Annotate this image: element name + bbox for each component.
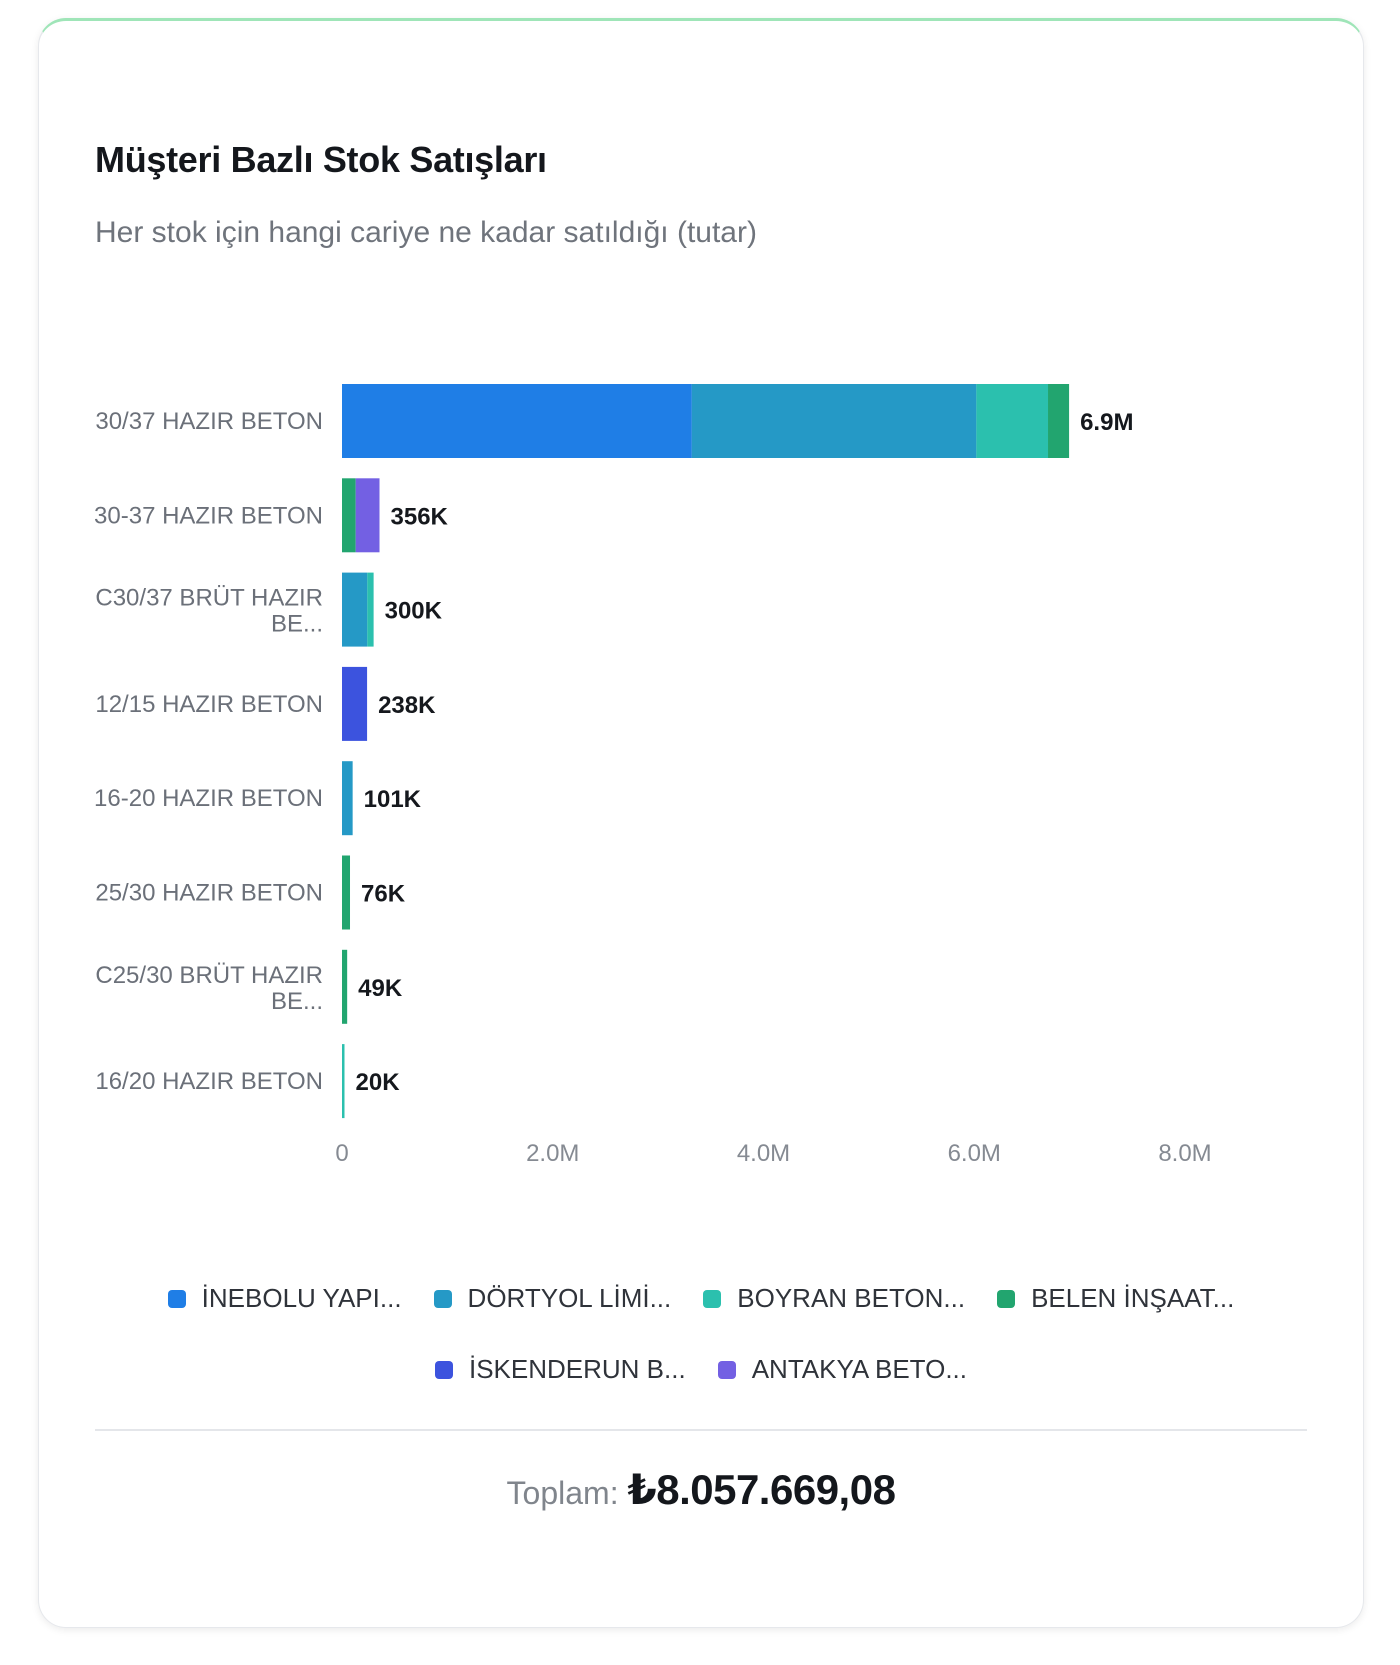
bar-total-label: 300K [385,598,443,625]
legend-item[interactable]: ANTAKYA BETO... [717,1354,967,1385]
category-label: 16/20 HAZIR BETON [95,1068,323,1095]
bar-total-label: 356K [391,503,449,530]
legend-item[interactable]: İSKENDERUN B... [434,1354,686,1385]
legend-item[interactable]: BOYRAN BETON... [703,1283,965,1314]
legend-swatch [703,1289,722,1308]
card-subtitle: Her stok için hangi cariye ne kadar satı… [95,216,757,249]
bar-segment [691,384,977,458]
legend-label: İNEBOLU YAPI... [201,1283,402,1313]
legend-swatch [434,1360,453,1379]
category-label: 30/37 HAZIR BETON [95,408,323,435]
legend-label: BOYRAN BETON... [737,1283,966,1313]
legend-swatch [997,1289,1016,1308]
legend-item[interactable]: DÖRTYOL LİMİ... [433,1283,672,1314]
bar-segment [342,1044,345,1119]
legend-swatch [433,1289,452,1308]
bar-total-label: 49K [358,975,403,1002]
legend-label: ANTAKYA BETO... [751,1354,967,1384]
bar-segment [342,949,348,1024]
bar-segment [1048,384,1070,458]
category-label: 30-37 HAZIR BETON [95,502,323,529]
legend-item[interactable]: İNEBOLU YAPI... [167,1283,402,1314]
legend-label: BELEN İNŞAAT... [1031,1283,1235,1313]
x-tick-label: 8.0M [1158,1140,1211,1167]
x-tick-label: 2.0M [526,1140,579,1167]
stacked-bar-chart: 30/37 HAZIR BETON 6.9M 30-37 HAZIR BETON 35… [95,384,1212,1167]
bar-segment [342,666,368,741]
category-label: 25/30 HAZIR BETON [95,880,323,907]
category-label: C30/37 BRÜT HAZIR BE... [95,585,323,638]
bar-total-label: 20K [356,1069,401,1096]
bar-segment [355,478,380,553]
bar-segment [342,478,356,553]
total-row: Toplam: ₺8.057.669,08 [95,1465,1307,1514]
bar-segment [342,384,692,458]
total-value: ₺8.057.669,08 [627,1466,896,1513]
total-label: Toplam: [506,1475,628,1511]
bar-segment [342,855,351,930]
bar-segment [342,761,353,836]
bar-segment [367,572,374,647]
card-title: Müşteri Bazlı Stok Satışları [95,139,547,180]
category-label: 16-20 HAZIR BETON [95,785,323,812]
x-tick-label: 6.0M [948,1140,1001,1167]
bar-total-label: 238K [378,692,436,719]
chart-legend: İNEBOLU YAPI... DÖRTYOL LİMİ... BOYRAN BET… [95,1283,1307,1385]
stock-sales-card: Müşteri Bazlı Stok Satışları Her stok iç… [38,18,1364,1628]
category-label: C25/30 BRÜT HAZIR BE... [95,962,323,1015]
legend-item[interactable]: BELEN İNŞAAT... [997,1283,1234,1314]
bar-segment [976,384,1049,458]
x-tick-label: 4.0M [737,1140,790,1167]
legend-swatch [167,1289,186,1308]
legend-label: DÖRTYOL LİMİ... [467,1283,672,1313]
bar-total-label: 76K [361,881,406,908]
bar-total-label: 101K [364,786,422,813]
bar-total-label: 6.9M [1080,409,1133,436]
legend-swatch [717,1360,736,1379]
bar-segment [342,572,368,647]
divider [95,1429,1307,1431]
legend-label: İSKENDERUN B... [468,1354,686,1384]
category-label: C12/15 HAZIR BETON [95,691,323,718]
x-tick-label: 0 [335,1140,348,1167]
